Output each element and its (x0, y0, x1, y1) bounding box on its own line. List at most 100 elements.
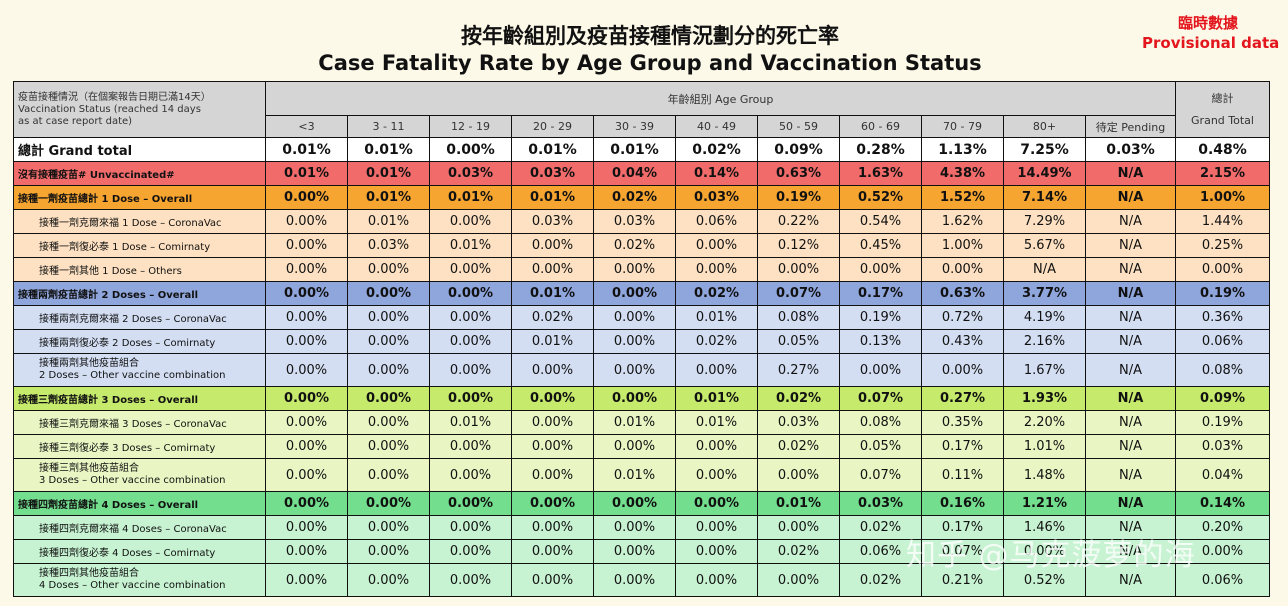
rate-cell: 0.00% (511, 491, 594, 516)
rate-cell: 0.72% (921, 305, 1004, 330)
rate-cell: 0.00% (511, 233, 594, 258)
table-row: 接種兩劑疫苗總計 2 Doses – Overall 0.00% 0.00% 0.00… (13, 281, 1270, 306)
rate-cell: 0.00% (429, 434, 512, 459)
rate-cell: 0.01% (593, 410, 676, 435)
age-header: <3 (265, 115, 348, 138)
rate-cell: 0.52% (1003, 563, 1086, 597)
fatality-rate-table: 疫苗接種情況（在個案報告日期已滿14天） Vaccination Status … (13, 81, 1270, 597)
title-english: Case Fatality Rate by Age Group and Vacc… (318, 51, 982, 75)
age-header: 20 - 29 (511, 115, 594, 138)
rate-cell: 0.00% (347, 257, 430, 282)
rate-cell: 0.00% (511, 458, 594, 492)
rate-cell: N/A (1085, 458, 1176, 492)
rate-cell: 0.02% (511, 305, 594, 330)
row-label: 接種四劑其他疫苗組合 4 Doses – Other vaccine combin… (13, 563, 266, 597)
rate-cell: 0.01% (429, 410, 512, 435)
rate-cell: 0.08% (839, 410, 922, 435)
rate-cell: 0.01% (347, 137, 430, 162)
row-label: 接種兩劑其他疫苗組合 2 Doses – Other vaccine combin… (13, 353, 266, 387)
rate-cell: 0.00% (757, 515, 840, 540)
row-label: 接種一劑疫苗總計 1 Dose – Overall (13, 185, 266, 210)
rate-cell: 0.00% (921, 257, 1004, 282)
age-header: 60 - 69 (839, 115, 922, 138)
rate-cell: 1.52% (921, 185, 1004, 210)
row-label: 接種四劑克爾來福 4 Doses – CoronaVac (13, 515, 266, 540)
rate-cell: 0.02% (675, 329, 758, 354)
table-row: 接種四劑其他疫苗組合 4 Doses – Other vaccine combin… (13, 563, 1270, 597)
rate-cell: 0.00% (265, 539, 348, 564)
rate-cell: 0.03% (511, 161, 594, 186)
rate-cell: 1.01% (1003, 434, 1086, 459)
rate-cell: 0.00% (675, 434, 758, 459)
rate-cell: 0.00% (347, 563, 430, 597)
row-label: 接種兩劑克爾來福 2 Doses – CoronaVac (13, 305, 266, 330)
rate-cell: 0.27% (921, 386, 1004, 411)
rate-cell: N/A (1085, 185, 1176, 210)
table-row: 接種三劑復必泰 3 Doses – Comirnaty 0.00% 0.00% 0.0… (13, 434, 1270, 459)
rate-cell: 0.01% (511, 281, 594, 306)
rate-cell: 7.25% (1003, 137, 1086, 162)
rate-cell: 0.03% (511, 209, 594, 234)
rate-cell: 1.44% (1175, 209, 1270, 234)
rate-cell: 0.00% (511, 386, 594, 411)
rate-cell: 0.00% (347, 458, 430, 492)
grand-total-header-en: Grand Total (1191, 113, 1254, 127)
row-label: 接種兩劑復必泰 2 Doses – Comirnaty (13, 329, 266, 354)
age-header: 12 - 19 (429, 115, 512, 138)
rate-cell: 0.00% (429, 353, 512, 387)
rate-cell: N/A (1085, 539, 1176, 564)
rate-cell: 0.01% (675, 386, 758, 411)
rate-cell: 1.21% (1003, 491, 1086, 516)
rate-cell: 7.14% (1003, 185, 1086, 210)
rate-cell: N/A (1085, 329, 1176, 354)
rate-cell: 1.00% (921, 233, 1004, 258)
rate-cell: 0.00% (675, 515, 758, 540)
rate-cell: 0.07% (757, 281, 840, 306)
rate-cell: 0.00% (429, 563, 512, 597)
rate-cell: 0.00% (347, 353, 430, 387)
row-label: 接種三劑疫苗總計 3 Doses – Overall (13, 386, 266, 411)
rate-cell: 0.05% (839, 434, 922, 459)
rate-cell: 0.00% (593, 386, 676, 411)
rate-cell: 0.03% (347, 233, 430, 258)
rate-cell: 2.20% (1003, 410, 1086, 435)
rate-cell: 0.00% (675, 491, 758, 516)
rate-cell: 0.01% (429, 185, 512, 210)
rate-cell: N/A (1085, 386, 1176, 411)
rate-cell: N/A (1085, 281, 1176, 306)
rate-cell: 0.19% (839, 305, 922, 330)
age-header: 40 - 49 (675, 115, 758, 138)
table-row: 接種一劑克爾來福 1 Dose – CoronaVac 0.00% 0.01% 0.0… (13, 209, 1270, 234)
rate-cell: 0.17% (921, 434, 1004, 459)
rate-cell: 0.00% (347, 410, 430, 435)
rate-cell: 0.00% (265, 434, 348, 459)
rate-cell: 0.00% (511, 434, 594, 459)
rate-cell: 0.00% (675, 257, 758, 282)
row-label-line-1: 接種三劑其他疫苗組合 (39, 463, 139, 474)
rate-cell: 0.06% (1175, 329, 1270, 354)
rate-cell: N/A (1085, 434, 1176, 459)
rate-cell: 1.48% (1003, 458, 1086, 492)
rate-cell: 0.00% (265, 458, 348, 492)
rate-cell: 0.00% (265, 329, 348, 354)
rate-cell: 0.07% (921, 539, 1004, 564)
table-row: 接種一劑疫苗總計 1 Dose – Overall 0.00% 0.01% 0.01%… (13, 185, 1270, 210)
rate-cell: 0.01% (265, 137, 348, 162)
rate-cell: 0.01% (593, 458, 676, 492)
rate-cell: 0.01% (511, 137, 594, 162)
row-label: 接種三劑其他疫苗組合 3 Doses – Other vaccine combin… (13, 458, 266, 492)
rate-cell: 0.00% (511, 539, 594, 564)
rate-cell: N/A (1085, 305, 1176, 330)
rate-cell: 0.00% (347, 281, 430, 306)
row-label-line-1: 接種四劑其他疫苗組合 (39, 568, 139, 579)
rate-cell: 0.00% (265, 209, 348, 234)
rate-cell: 0.13% (839, 329, 922, 354)
rate-cell: 0.19% (1175, 281, 1270, 306)
rate-cell: 0.01% (347, 161, 430, 186)
rate-cell: 3.77% (1003, 281, 1086, 306)
rate-cell: 0.14% (1175, 491, 1270, 516)
rate-cell: 1.13% (921, 137, 1004, 162)
rate-cell: 0.01% (757, 491, 840, 516)
rate-cell: 0.16% (921, 491, 1004, 516)
rate-cell: 0.03% (429, 161, 512, 186)
